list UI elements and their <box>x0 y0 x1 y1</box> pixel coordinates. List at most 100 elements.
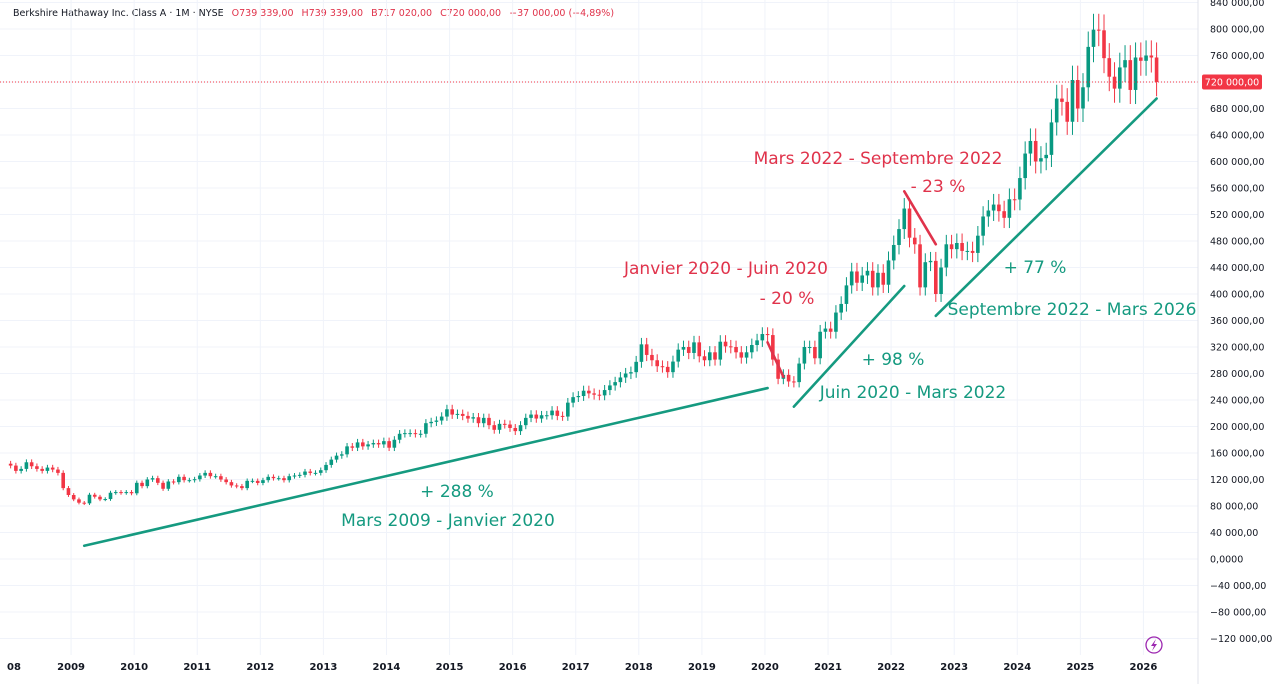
candle-body <box>534 414 539 419</box>
candle-body <box>276 478 281 480</box>
candle-body <box>476 417 481 424</box>
candle-body <box>855 271 859 283</box>
candle-body <box>849 271 854 286</box>
candle-body <box>1012 199 1017 201</box>
candle-body <box>150 478 155 480</box>
candle-body <box>681 347 686 350</box>
annotation-text: Janvier 2020 - Juin 2020 <box>623 259 828 279</box>
price-label-box <box>1202 74 1262 90</box>
candle-body <box>324 464 328 471</box>
candle-body <box>308 471 313 473</box>
candle-body <box>965 250 970 252</box>
candle-body <box>487 417 491 426</box>
candle-body <box>629 372 633 374</box>
candle-body <box>597 394 602 396</box>
trend-line-green[interactable] <box>934 97 1158 318</box>
candle-body <box>119 492 123 494</box>
candle-body <box>1128 60 1133 90</box>
candle-body <box>813 347 817 359</box>
x-axis[interactable]: 08 2009 2010 2011 2012 2013 2014 2015 2016 2017 20… <box>7 662 1157 673</box>
candle-body <box>219 476 223 480</box>
candle-body <box>955 242 959 250</box>
candle-body <box>508 424 512 428</box>
candle-body <box>455 413 460 415</box>
candle-body <box>1007 199 1012 218</box>
candle-body <box>261 480 265 483</box>
candle-body <box>587 390 591 394</box>
trend-line-green[interactable] <box>82 386 769 548</box>
candle-body <box>166 481 171 489</box>
trend-line-red[interactable] <box>902 190 938 246</box>
candle-body <box>671 361 675 373</box>
candle-body <box>702 356 707 361</box>
annotation-text: + 288 % <box>420 482 494 502</box>
candle-body <box>713 352 717 360</box>
candle-body <box>912 237 917 245</box>
trend-line-red[interactable] <box>766 341 785 379</box>
candle-body <box>976 235 980 253</box>
x-tick-label: 2026 <box>1130 662 1158 673</box>
candle-body <box>581 390 586 397</box>
candle-body <box>1060 98 1064 102</box>
lightning-icon[interactable] <box>1145 636 1163 654</box>
candle-body <box>366 444 370 447</box>
candle-body <box>471 417 476 419</box>
candle-body <box>760 334 765 341</box>
candle-body <box>403 433 407 435</box>
candle-body <box>613 382 617 386</box>
candle-body <box>355 442 360 448</box>
candle-body <box>145 479 150 487</box>
candle-body <box>387 441 391 448</box>
candle-body <box>418 433 423 435</box>
candle-body <box>608 385 612 391</box>
candle-body <box>382 441 386 445</box>
candle-body <box>287 476 292 481</box>
candle-body <box>755 340 759 346</box>
candle-body <box>271 476 276 479</box>
candle-body <box>434 420 439 422</box>
symbol-title[interactable]: Berkshire Hathaway Inc. Class A · 1M · N… <box>13 8 224 19</box>
y-tick-label: 400 000,00 <box>1210 290 1264 301</box>
x-tick-label: 2020 <box>751 662 779 673</box>
price-label: 720 000,00 <box>1202 74 1262 90</box>
candle-body <box>576 396 581 398</box>
candle-body <box>686 347 691 353</box>
candle-body <box>555 410 560 416</box>
candle-body <box>303 471 307 475</box>
trend-line-green[interactable] <box>792 284 906 408</box>
candle-body <box>765 334 770 336</box>
x-tick-label: 08 <box>7 662 21 673</box>
candle-body <box>828 328 833 332</box>
candle-body <box>292 475 297 477</box>
annotation-text: Septembre 2022 - Mars 2026 <box>948 300 1197 320</box>
candle-body <box>77 499 81 503</box>
candle-body <box>429 421 433 424</box>
candle-body <box>397 433 402 440</box>
candle-body <box>986 210 991 217</box>
y-tick-label: 120 000,00 <box>1210 475 1264 486</box>
candle-body <box>318 470 323 473</box>
candle-body <box>802 347 807 364</box>
candle-body <box>24 462 29 469</box>
candle-body <box>639 344 644 362</box>
candle-body <box>424 423 428 434</box>
candle-body <box>776 359 780 379</box>
candle-body <box>408 433 412 435</box>
y-tick-label: 200 000,00 <box>1210 422 1264 433</box>
candle-body <box>82 502 87 504</box>
candle-body <box>602 390 607 396</box>
candle-body <box>818 331 822 359</box>
high-value: H739 339,00 <box>301 8 364 19</box>
candle-body <box>224 479 228 483</box>
y-tick-label: 640 000,00 <box>1210 131 1264 142</box>
candle-body <box>1018 178 1022 200</box>
x-tick-label: 2017 <box>562 662 590 673</box>
x-tick-label: 2014 <box>373 662 401 673</box>
candle-body <box>71 495 76 500</box>
candle-body <box>944 244 949 268</box>
chart-legend-header: Berkshire Hathaway Inc. Class A · 1M · N… <box>13 8 619 19</box>
candle-body <box>1081 87 1085 109</box>
y-axis[interactable]: 840 000,00 800 000,00 760 000,00 680 000,00… <box>1197 0 1272 684</box>
candle-body <box>245 480 249 489</box>
